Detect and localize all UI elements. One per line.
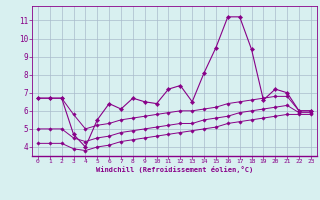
X-axis label: Windchill (Refroidissement éolien,°C): Windchill (Refroidissement éolien,°C) [96,166,253,173]
